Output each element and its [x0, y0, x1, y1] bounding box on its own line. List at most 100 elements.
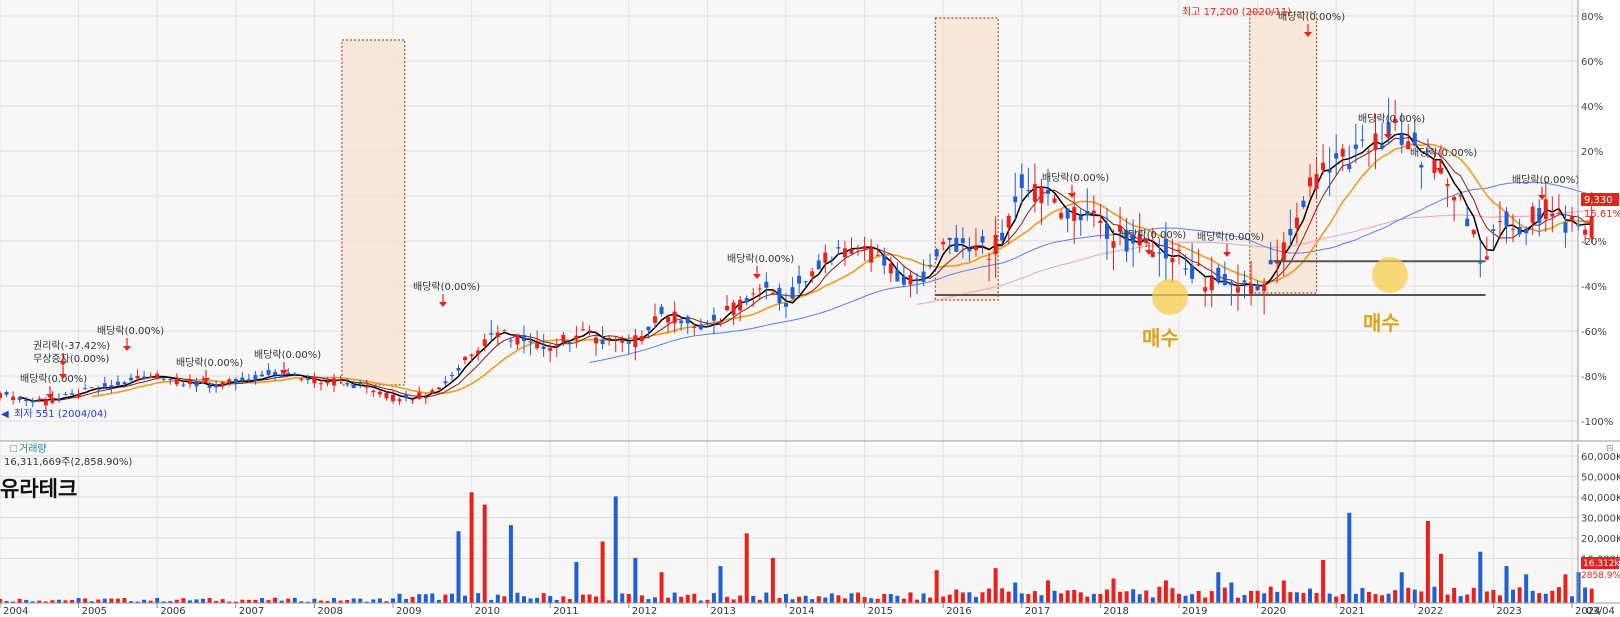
price-tick-label: -100%: [1581, 417, 1613, 428]
candle-body: [876, 255, 880, 256]
volume-bar: [620, 593, 624, 603]
volume-bar: [1308, 589, 1312, 603]
volume-bar: [1177, 594, 1181, 603]
volume-tick-label: 20,000K: [1581, 534, 1620, 545]
volume-bar: [221, 599, 225, 603]
volume-tick-label: 30,000K: [1581, 514, 1620, 525]
candle-body: [601, 340, 605, 345]
candle-body: [908, 275, 912, 284]
event-label: 배당락(0.00%): [1119, 229, 1186, 241]
candle-body: [810, 271, 814, 276]
candle-body: [981, 236, 985, 242]
candle-body: [1563, 222, 1567, 232]
volume-bar: [378, 598, 382, 603]
candle-body: [70, 393, 74, 394]
volume-bar: [1491, 590, 1495, 603]
volume-bar: [535, 598, 539, 603]
volume-bar: [450, 594, 454, 603]
candle-body: [895, 270, 899, 281]
volume-summary: 16,311,669주(2,858.90%): [4, 457, 132, 468]
candle-body: [286, 373, 290, 374]
volume-bar: [601, 542, 605, 604]
volume-bar: [1367, 592, 1371, 603]
volume-bar: [1413, 590, 1417, 603]
candle-body: [502, 330, 506, 331]
volume-bar: [1583, 588, 1587, 603]
candle-body: [463, 357, 467, 360]
candle-body: [1157, 252, 1161, 253]
volume-bar: [1465, 594, 1469, 603]
candle-body: [863, 246, 867, 249]
volume-bar: [1203, 598, 1207, 603]
candle-body: [817, 260, 821, 269]
price-badge-text: 9,330: [1584, 195, 1613, 206]
candle-body: [666, 317, 670, 323]
candle-body: [181, 385, 185, 386]
candle-body: [574, 336, 578, 340]
event-label: 배당락(0.00%): [1358, 113, 1425, 125]
candle-body: [548, 348, 552, 351]
candle-body: [712, 315, 716, 321]
volume-bar: [1544, 594, 1548, 603]
candle-body: [437, 388, 441, 390]
candle-body: [1511, 229, 1515, 230]
time-tick-label: 2004: [3, 606, 28, 617]
candle-body: [332, 378, 336, 385]
candle-body: [109, 385, 113, 388]
candle-body: [1413, 133, 1417, 146]
candle-body: [77, 394, 81, 396]
volume-bar: [1256, 591, 1260, 603]
candle-body: [1184, 268, 1188, 269]
volume-bar: [1393, 590, 1397, 603]
volume-bar: [1426, 521, 1430, 603]
candle-body: [280, 375, 284, 377]
volume-bar: [692, 594, 696, 603]
volume-bar: [509, 525, 513, 603]
candle-body: [679, 321, 683, 324]
volume-bar: [443, 595, 447, 603]
volume-bar: [948, 595, 952, 603]
candle-body: [299, 379, 303, 380]
volume-bar: [1360, 588, 1364, 603]
buy-marker: [1152, 279, 1188, 315]
volume-pct-badge-text: 2858.9%: [1581, 571, 1620, 581]
candle-body: [11, 397, 15, 400]
volume-bar: [1105, 589, 1109, 603]
candle-body: [1328, 170, 1332, 172]
volume-bar: [666, 598, 670, 603]
time-tick-label: 2022: [1418, 606, 1443, 617]
price-panel-bg: [0, 0, 1578, 441]
candle-body: [719, 322, 723, 323]
candle-body: [994, 235, 998, 254]
candle-body: [1013, 197, 1017, 203]
volume-indicator-icon: □: [9, 444, 18, 454]
volume-bar: [1295, 592, 1299, 603]
volume-bar: [1275, 592, 1279, 603]
volume-bar: [686, 595, 690, 603]
candle-body: [941, 242, 945, 245]
time-tick-label: 2020: [1261, 606, 1286, 617]
candle-body: [391, 395, 395, 401]
volume-bar: [863, 597, 867, 603]
volume-bar: [548, 596, 552, 603]
volume-bar: [987, 588, 991, 603]
candle-body: [804, 281, 808, 282]
volume-bar: [843, 598, 847, 603]
volume-bar: [673, 593, 677, 603]
panel-toggle-icon[interactable]: ⊟: [1606, 444, 1614, 454]
candle-body: [214, 385, 218, 388]
volume-bar: [850, 593, 854, 603]
volume-bar: [1164, 580, 1168, 603]
volume-bar: [496, 595, 500, 603]
highlight-zone: [342, 40, 405, 385]
volume-bar: [679, 597, 683, 603]
volume-bar: [882, 594, 886, 603]
candle-body: [987, 259, 991, 260]
price-tick-label: 40%: [1581, 102, 1603, 113]
candle-body: [830, 260, 834, 261]
candle-body: [188, 380, 192, 384]
candle-body: [1524, 229, 1528, 233]
volume-bar: [961, 592, 965, 603]
volume-bar: [116, 599, 120, 603]
volume-bar: [1125, 591, 1129, 603]
